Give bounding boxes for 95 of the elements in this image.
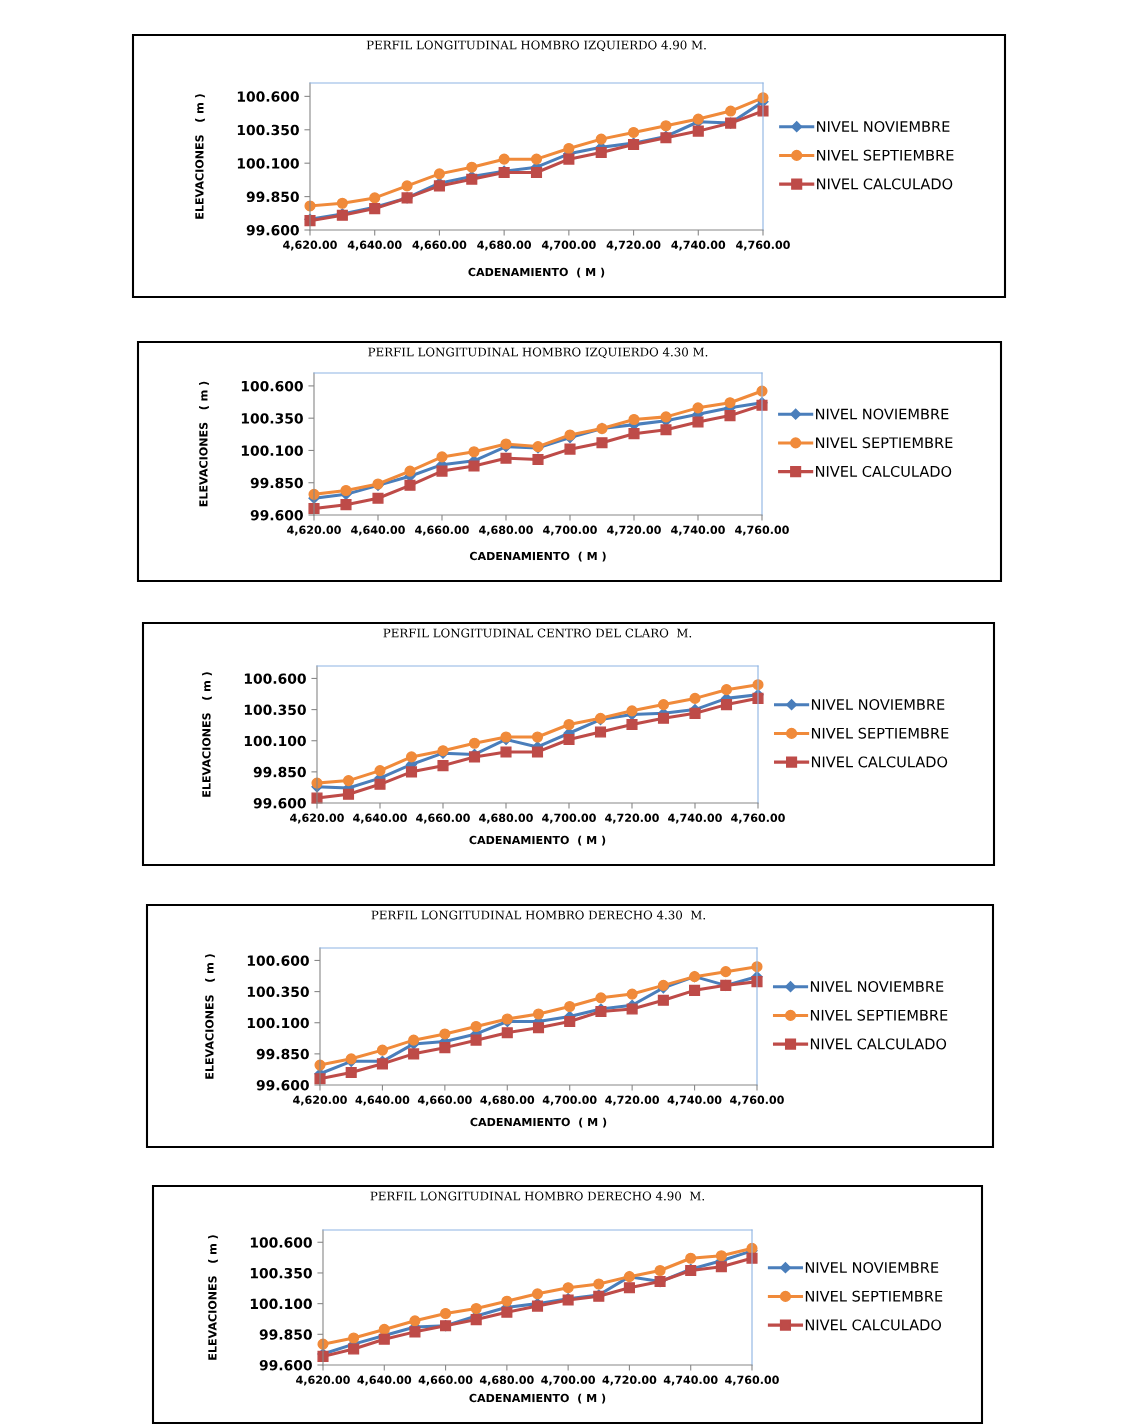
x-tick-label: 4,700.00 [542, 1095, 597, 1106]
y-tick-label: 100.100 [247, 1017, 309, 1029]
y-tick-label: 99.850 [256, 1048, 309, 1060]
y-tick-label: 100.100 [244, 735, 306, 747]
y-tick-label: 100.100 [241, 445, 303, 456]
x-tick-label: 4,680.00 [479, 813, 533, 824]
y-tick-label: 99.600 [246, 224, 299, 236]
x-tick-label: 4,640.00 [351, 525, 405, 536]
y-tick-label: 99.850 [259, 1329, 312, 1340]
x-tick-label: 4,740.00 [663, 1375, 718, 1386]
y-tick-label: 99.850 [250, 477, 303, 489]
x-tick-label: 4,660.00 [412, 240, 467, 251]
y-tick-label: 100.600 [250, 1237, 312, 1248]
y-tick-label: 99.600 [256, 1079, 309, 1091]
y-tick-label: 100.600 [237, 91, 299, 102]
y-tick-label: 100.600 [244, 673, 306, 684]
x-tick-label: 4,640.00 [353, 813, 407, 824]
y-tick-label: 100.350 [247, 986, 309, 998]
x-tick-label: 4,740.00 [667, 1095, 722, 1106]
x-tick-label: 4,740.00 [668, 813, 722, 824]
x-tick-label: 4,620.00 [287, 525, 341, 536]
y-tick-label: 99.850 [253, 766, 306, 778]
legend-label: NIVEL NOVIEMBRE [810, 981, 944, 993]
x-tick-label: 4,700.00 [543, 525, 597, 536]
x-tick-label: 4,700.00 [542, 813, 596, 824]
x-tick-label: 4,660.00 [418, 1375, 473, 1386]
chart-title: PERFIL LONGITUDINAL CENTRO DEL CLARO M. [383, 628, 692, 638]
legend-label: NIVEL CALCULADO [817, 178, 953, 190]
legend-label: NIVEL SEPTIEMBRE [805, 1290, 943, 1302]
x-tick-label: 4,660.00 [416, 813, 470, 824]
y-axis-title: ELEVACIONES ( m ) [199, 381, 209, 507]
y-tick-label: 99.600 [250, 509, 303, 521]
y-axis-title: ELEVACIONES ( m ) [208, 1235, 218, 1360]
legend-label: NIVEL SEPTIEMBRE [817, 149, 954, 161]
x-tick-label: 4,760.00 [730, 1095, 784, 1106]
chart-title: PERFIL LONGITUDINAL HOMBRO DERECHO 4.90 M. [370, 1191, 705, 1201]
y-tick-label: 100.350 [250, 1267, 312, 1279]
y-tick-label: 100.600 [241, 380, 303, 392]
x-tick-label: 4,700.00 [541, 1375, 596, 1386]
x-tick-label: 4,640.00 [355, 1095, 410, 1106]
x-axis-title: CADENAMIENTO ( M ) [469, 835, 606, 846]
y-tick-label: 100.350 [237, 124, 299, 136]
y-tick-label: 99.600 [253, 797, 306, 809]
y-tick-label: 100.100 [237, 158, 299, 169]
x-tick-label: 4,680.00 [479, 1375, 534, 1386]
x-axis-title: CADENAMIENTO ( M ) [468, 267, 605, 278]
y-tick-label: 100.100 [250, 1298, 312, 1310]
y-axis-title: ELEVACIONES ( m ) [205, 954, 215, 1079]
x-tick-label: 4,760.00 [725, 1375, 779, 1386]
chart-title: PERFIL LONGITUDINAL HOMBRO DERECHO 4.30 M. [371, 910, 706, 920]
legend-label: NIVEL NOVIEMBRE [816, 408, 949, 420]
x-tick-label: 4,700.00 [541, 240, 596, 251]
x-tick-label: 4,720.00 [602, 1375, 657, 1386]
x-axis-title: CADENAMIENTO ( M ) [469, 1393, 606, 1404]
legend-label: NIVEL NOVIEMBRE [817, 121, 950, 133]
legend-label: NIVEL NOVIEMBRE [811, 699, 945, 711]
x-tick-label: 4,660.00 [417, 1095, 472, 1106]
y-tick-label: 99.850 [246, 191, 299, 203]
x-tick-label: 4,680.00 [480, 1095, 535, 1106]
y-tick-label: 100.600 [247, 955, 309, 966]
x-axis-title: CADENAMIENTO ( M ) [469, 551, 606, 562]
x-tick-label: 4,620.00 [293, 1095, 347, 1106]
legend-label: NIVEL CALCULADO [816, 465, 952, 477]
x-axis-title: CADENAMIENTO ( M ) [470, 1117, 607, 1128]
x-tick-label: 4,620.00 [296, 1375, 350, 1386]
x-tick-label: 4,680.00 [479, 525, 533, 536]
y-tick-label: 100.350 [244, 704, 306, 716]
x-tick-label: 4,620.00 [283, 240, 337, 251]
x-tick-label: 4,720.00 [605, 813, 659, 824]
y-tick-label: 100.350 [241, 413, 303, 424]
x-tick-label: 4,760.00 [731, 813, 785, 824]
legend-label: NIVEL SEPTIEMBRE [810, 1009, 948, 1021]
x-tick-label: 4,740.00 [671, 525, 725, 536]
legend-label: NIVEL CALCULADO [811, 756, 948, 768]
y-axis-title: ELEVACIONES ( m ) [202, 672, 212, 797]
y-axis-title: ELEVACIONES ( m ) [195, 94, 205, 219]
x-tick-label: 4,680.00 [477, 240, 532, 251]
x-tick-label: 4,740.00 [671, 240, 726, 251]
x-tick-label: 4,720.00 [605, 1095, 660, 1106]
x-tick-label: 4,720.00 [606, 240, 661, 251]
x-tick-label: 4,640.00 [347, 240, 402, 251]
x-tick-label: 4,720.00 [607, 525, 661, 536]
legend-label: NIVEL CALCULADO [805, 1319, 942, 1331]
chart-title: PERFIL LONGITUDINAL HOMBRO IZQUIERDO 4.90 M. [366, 40, 706, 52]
chart-title: PERFIL LONGITUDINAL HOMBRO IZQUIERDO 4.30 M. [368, 347, 708, 359]
legend-label: NIVEL SEPTIEMBRE [811, 727, 949, 739]
x-tick-label: 4,640.00 [357, 1375, 412, 1386]
legend-label: NIVEL SEPTIEMBRE [816, 437, 953, 449]
x-tick-label: 4,620.00 [290, 813, 344, 824]
x-tick-label: 4,760.00 [735, 525, 789, 536]
y-tick-label: 99.600 [259, 1359, 312, 1371]
legend-label: NIVEL CALCULADO [810, 1038, 947, 1050]
legend-label: NIVEL NOVIEMBRE [805, 1262, 939, 1274]
x-tick-label: 4,660.00 [415, 525, 469, 536]
x-tick-label: 4,760.00 [736, 240, 790, 251]
